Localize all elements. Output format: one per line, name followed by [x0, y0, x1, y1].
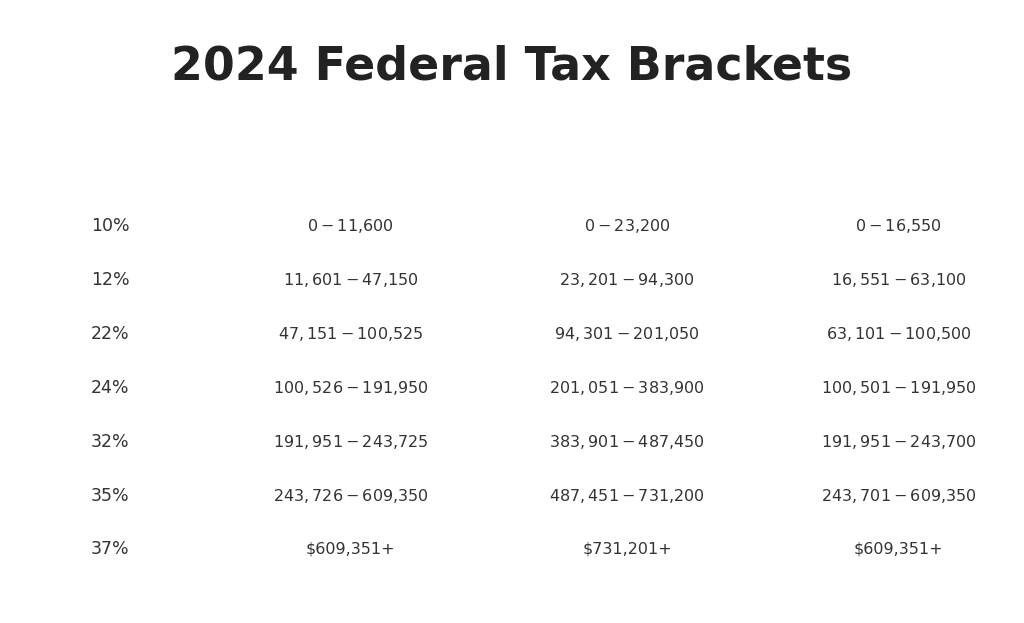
Text: $191,951 - $243,725: $191,951 - $243,725 [272, 432, 429, 450]
Text: $0 - $23,200: $0 - $23,200 [584, 217, 671, 235]
Text: $609,351+: $609,351+ [854, 542, 943, 557]
Text: $731,201+: $731,201+ [583, 542, 672, 557]
Text: 37%: 37% [91, 540, 129, 558]
Text: $243,726 - $609,350: $243,726 - $609,350 [272, 487, 429, 505]
Text: HEAD OF HOUSEHOLD: HEAD OF HOUSEHOLD [816, 160, 981, 173]
Text: 10%: 10% [91, 217, 129, 235]
Text: 35%: 35% [91, 487, 129, 505]
Text: $16,551 - $63,100: $16,551 - $63,100 [830, 271, 967, 289]
Text: $100,501 - $191,950: $100,501 - $191,950 [820, 379, 977, 397]
Text: $243,701 - $609,350: $243,701 - $609,350 [820, 487, 977, 505]
Text: $100,526 - $191,950: $100,526 - $191,950 [272, 379, 429, 397]
Text: $63,101 - $100,500: $63,101 - $100,500 [825, 325, 972, 343]
Text: $0 - $11,600: $0 - $11,600 [307, 217, 394, 235]
Text: 2024 Federal Tax Brackets: 2024 Federal Tax Brackets [171, 44, 853, 90]
Text: 24%: 24% [91, 379, 129, 397]
Text: MARRIED
FILING JOINTLY: MARRIED FILING JOINTLY [571, 153, 683, 181]
Text: THE COLLEGE INVESTOR: THE COLLEGE INVESTOR [31, 593, 221, 606]
Text: $487,451 - $731,200: $487,451 - $731,200 [549, 487, 706, 505]
Text: $11,601 - $47,150: $11,601 - $47,150 [283, 271, 419, 289]
Text: 12%: 12% [91, 271, 129, 289]
Text: $191,951 - $243,700: $191,951 - $243,700 [820, 432, 977, 450]
Text: 32%: 32% [91, 432, 129, 450]
Text: $609,351+: $609,351+ [306, 542, 395, 557]
Text: $383,901 - $487,450: $383,901 - $487,450 [549, 432, 706, 450]
Text: 22%: 22% [91, 325, 129, 343]
Text: $201,051 - $383,900: $201,051 - $383,900 [549, 379, 706, 397]
Text: $23,201 - $94,300: $23,201 - $94,300 [559, 271, 695, 289]
Text: $0 - $16,550: $0 - $16,550 [855, 217, 942, 235]
Text: $47,151 - $100,525: $47,151 - $100,525 [278, 325, 424, 343]
Text: TAX BRACKET/RATE: TAX BRACKET/RATE [38, 160, 182, 173]
Text: Source: TheCollegeInvestor.com: Source: TheCollegeInvestor.com [770, 593, 993, 606]
Text: $94,301 - $201,050: $94,301 - $201,050 [554, 325, 700, 343]
Text: SINGLE: SINGLE [324, 160, 378, 173]
